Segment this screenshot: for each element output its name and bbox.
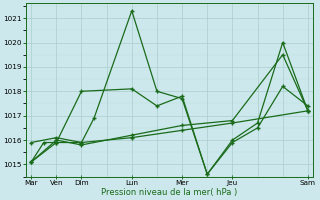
X-axis label: Pression niveau de la mer( hPa ): Pression niveau de la mer( hPa ) bbox=[101, 188, 238, 197]
